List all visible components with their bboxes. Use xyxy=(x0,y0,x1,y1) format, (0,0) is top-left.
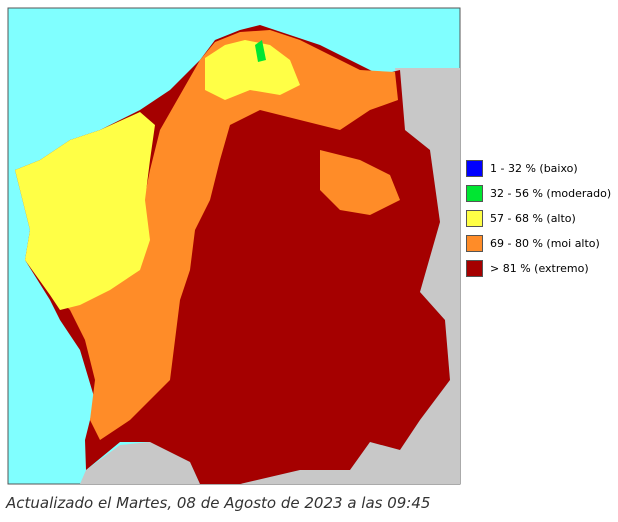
high-zone-north xyxy=(205,40,300,100)
legend-label: 32 - 56 % (moderado) xyxy=(490,186,612,200)
legend-item: 69 - 80 % (moi alto) xyxy=(466,233,600,253)
legend-item: 32 - 56 % (moderado) xyxy=(466,183,611,203)
legend-swatch xyxy=(466,234,483,252)
legend-label: > 81 % (extremo) xyxy=(490,261,589,275)
legend-swatch xyxy=(466,184,483,202)
outside-region xyxy=(80,68,460,484)
very-high-east xyxy=(320,150,400,215)
legend-label: 57 - 68 % (alto) xyxy=(490,211,576,225)
legend-swatch xyxy=(466,259,483,277)
legend-swatch xyxy=(466,209,483,227)
legend-item: 57 - 68 % (alto) xyxy=(466,208,576,228)
legend-label: 69 - 80 % (moi alto) xyxy=(490,236,600,250)
moderate-patch xyxy=(255,40,266,62)
caption: Actualizado el Martes, 08 de Agosto de 2… xyxy=(6,494,431,512)
legend-label: 1 - 32 % (baixo) xyxy=(490,161,578,175)
very-high-zone xyxy=(50,30,398,440)
legend-swatch xyxy=(466,159,483,177)
legend-item: > 81 % (extremo) xyxy=(466,258,589,278)
high-zone xyxy=(15,112,155,310)
legend-item: 1 - 32 % (baixo) xyxy=(466,158,578,178)
fire-risk-map xyxy=(7,7,461,485)
